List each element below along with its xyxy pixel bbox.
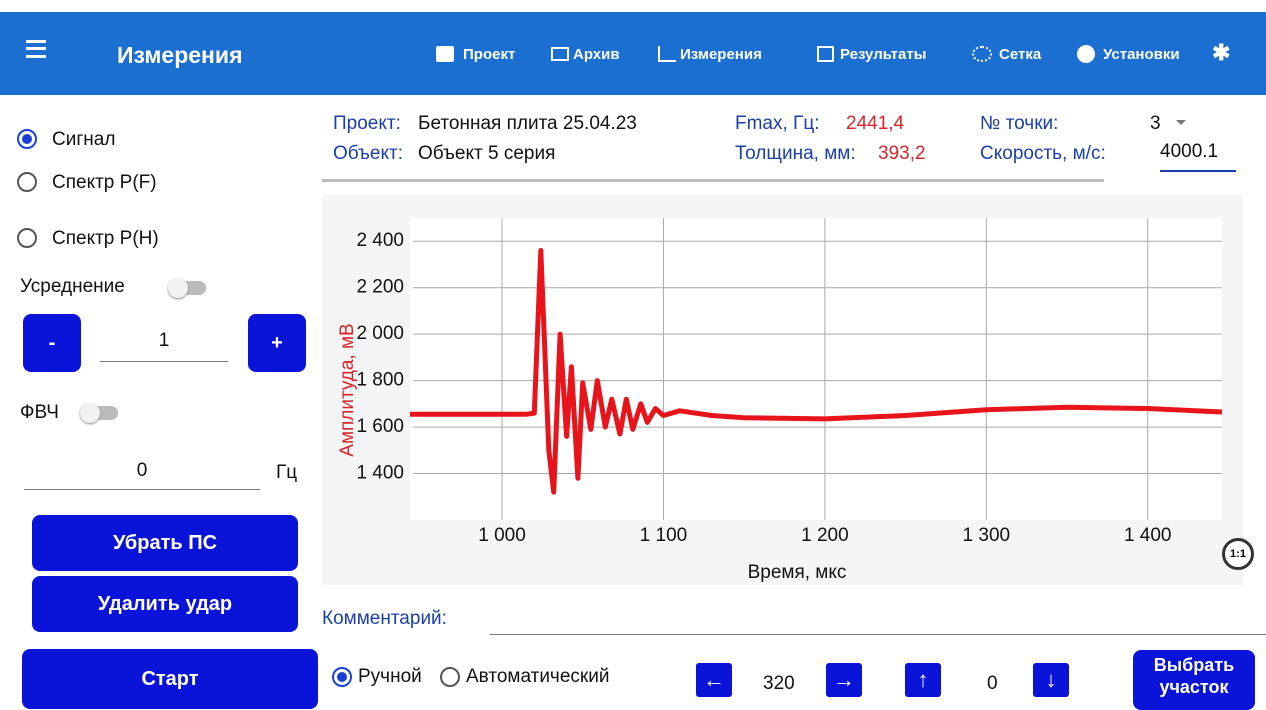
value: Объект 5 серия [418,143,556,164]
dropdown-arrow [1176,120,1186,130]
hpf-value: 0 [136,460,148,481]
underline [490,634,1266,635]
y-tick-label: 1 400 [356,463,404,484]
label: Комментарий: [322,608,447,629]
icon [972,46,992,62]
nav-item[interactable]: Измерения [680,46,762,63]
app-bar [0,12,1266,95]
left-button[interactable]: ← [696,663,732,697]
underline [1160,170,1236,172]
label: Fmax, Гц: [735,113,820,134]
count: 1 [158,330,170,351]
radio[interactable] [17,228,37,248]
nav-item[interactable]: Результаты [840,46,927,63]
value: 393,2 [878,143,926,164]
value: 2441,4 [846,113,905,134]
button-line: участок [1159,677,1229,697]
unit: Гц [276,462,298,483]
x-tick-label: 1 300 [963,525,1011,546]
plot-area [410,218,1222,520]
y-axis-title: Амплитуда, мВ [337,323,358,456]
x-tick-label: 1 400 [1124,525,1172,546]
divider [322,179,1104,182]
radio-label: Спектр P(H) [52,228,159,249]
radio[interactable] [440,667,460,687]
underline [100,361,228,362]
y-tick-label: 2 000 [356,323,404,344]
value[interactable]: 3 [1150,113,1161,134]
label: Усреднение [20,276,125,297]
radio-label: Ручной [358,666,422,687]
bluetooth-icon[interactable]: ✱ [1212,40,1231,65]
button[interactable]: Убрать ПС [32,515,298,571]
select-button[interactable]: Выбрать участок [1133,650,1255,710]
signal-line [410,248,1223,495]
underline [24,489,260,490]
radio-label: Спектр P(F) [52,172,157,193]
right-button[interactable]: → [826,663,862,697]
x-tick-label: 1 100 [640,525,688,546]
nav-item[interactable]: Сетка [999,46,1042,63]
icon [551,47,569,61]
plus-button[interactable]: + [248,314,306,372]
zoom-reset-icon[interactable]: 1:1 [1222,538,1254,570]
label: Проект: [333,113,401,134]
switch[interactable] [168,278,206,298]
radio[interactable] [332,667,352,687]
button[interactable]: Старт [22,649,318,709]
icon [817,46,834,62]
value: Бетонная плита 25.04.23 [418,113,637,134]
nav-item[interactable]: Проект [463,46,516,63]
down-button[interactable]: ↓ [1033,663,1069,697]
nav-item[interactable]: Установки [1103,46,1180,63]
minus-button[interactable]: - [23,314,81,372]
label: Скорость, м/с: [980,143,1106,164]
offset-value: 0 [987,673,998,694]
x-axis-title: Время, мкс [748,562,847,583]
y-tick-label: 2 200 [356,277,404,298]
value[interactable]: 4000.1 [1160,141,1219,162]
label: Толщина, мм: [735,143,856,164]
icon [436,46,454,62]
label: ФВЧ [20,402,59,423]
y-tick-label: 1 800 [356,370,404,391]
icon [658,46,676,62]
button-line: Выбрать [1153,655,1235,675]
chart: Амплитуда, мВ Время, мкс 1 400 1 600 1 800… [322,195,1243,585]
app-title: Измерения [117,42,243,68]
x-tick-label: 1 000 [478,525,526,546]
y-tick-label: 2 400 [356,230,404,251]
shift-value: 320 [763,673,795,694]
radio[interactable] [17,172,37,192]
label: № точки: [980,113,1059,134]
icon [1077,45,1095,63]
menu-icon[interactable] [26,40,46,58]
switch[interactable] [80,403,118,423]
button[interactable]: Удалить удар [32,576,298,632]
label: Объект: [333,143,403,164]
radio-label: Сигнал [52,129,116,150]
y-tick-label: 1 600 [356,416,404,437]
up-button[interactable]: ↑ [905,663,941,697]
radio[interactable] [17,129,37,149]
x-tick-label: 1 200 [801,525,849,546]
nav-item[interactable]: Архив [573,46,620,63]
radio-label: Автоматический [466,666,610,687]
